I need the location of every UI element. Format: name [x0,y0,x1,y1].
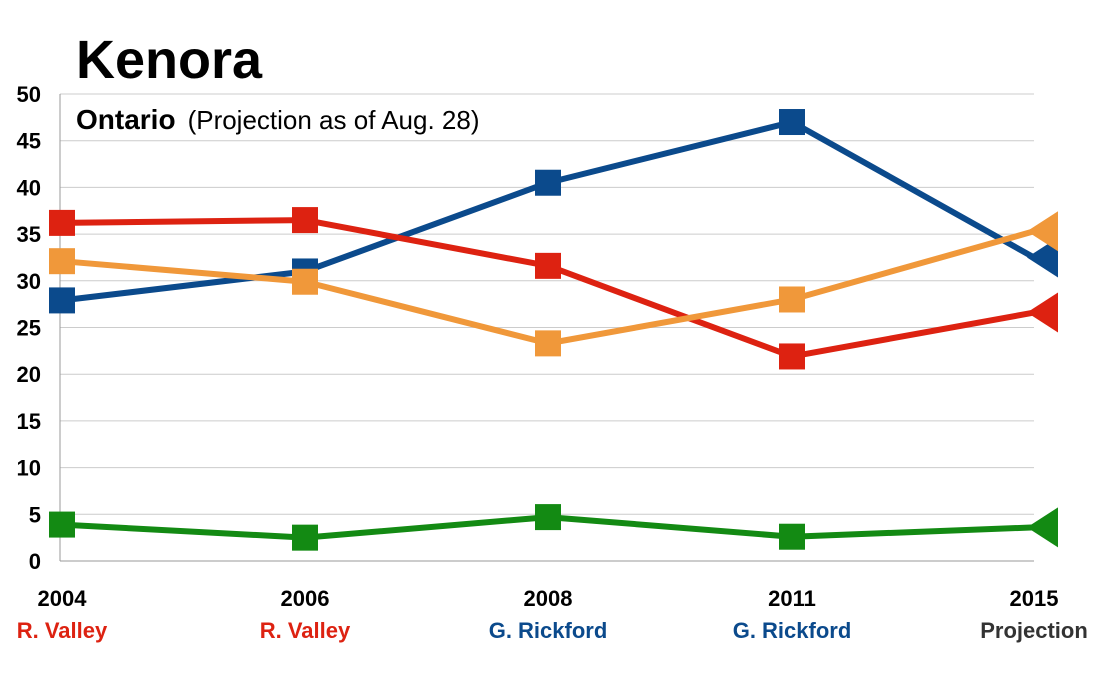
point-ndp-2011 [779,286,805,313]
point-liberal-2015-projection [1027,292,1058,333]
series-green [49,504,1058,551]
point-ndp-2008 [535,330,561,357]
title-block: Kenora Ontario (Projection as of Aug. 28… [76,30,480,135]
axes [59,94,1034,562]
y-tick-label-5: 5 [29,502,41,527]
series-liberal [49,207,1058,370]
series-group [49,109,1058,551]
x-axis-labels: 2004 R. Valley 2006 R. Valley 2008 G. Rickfor… [17,586,1088,643]
series-conservative [49,109,1058,314]
point-liberal-2008 [535,252,561,279]
y-tick-label-30: 30 [17,269,41,294]
x-tick-label-2015: 2015 [1010,586,1059,611]
series-line-ndp [61,228,1035,347]
point-green-2004 [49,511,75,538]
point-liberal-2011 [779,343,805,370]
chart-subtitle: Ontario (Projection as of Aug. 28) [76,104,480,135]
point-liberal-2006 [292,207,318,234]
y-tick-label-10: 10 [17,456,41,481]
point-green-2006 [292,524,318,551]
winner-label-2004: R. Valley [17,618,108,643]
point-conservative-2004 [49,287,75,314]
point-conservative-2015-projection [1027,237,1058,278]
y-tick-label-40: 40 [17,175,41,200]
point-green-2015-projection [1027,507,1058,548]
point-conservative-2011 [779,109,805,136]
y-axis-labels: 0 5 10 15 20 25 30 35 40 45 50 [17,82,41,574]
y-tick-label-35: 35 [17,222,41,247]
x-tick-label-2008: 2008 [524,586,573,611]
y-tick-label-15: 15 [17,409,41,434]
x-tick-label-2004: 2004 [38,586,88,611]
y-tick-label-0: 0 [29,549,41,574]
chart-title: Kenora [76,30,263,90]
x-tick-label-2011: 2011 [768,586,816,611]
gridlines [60,93,1034,515]
subtitle-region: Ontario [76,104,176,135]
x-tick-label-2006: 2006 [281,586,330,611]
point-ndp-2015-projection [1027,211,1058,252]
point-ndp-2006 [292,268,318,295]
y-tick-label-20: 20 [17,362,41,387]
y-tick-label-50: 50 [17,82,41,107]
series-ndp [49,211,1058,357]
winner-label-2008: G. Rickford [489,618,608,643]
point-ndp-2004 [49,248,75,275]
point-green-2008 [535,504,561,531]
point-green-2011 [779,523,805,550]
point-liberal-2004 [49,209,75,236]
y-tick-label-45: 45 [17,129,41,154]
subtitle-note: (Projection as of Aug. 28) [188,105,480,135]
winner-label-2006: R. Valley [260,618,351,643]
point-conservative-2008 [535,169,561,196]
y-tick-label-25: 25 [17,316,41,341]
winner-label-2011: G. Rickford [733,618,852,643]
winner-label-2015: Projection [980,618,1088,643]
